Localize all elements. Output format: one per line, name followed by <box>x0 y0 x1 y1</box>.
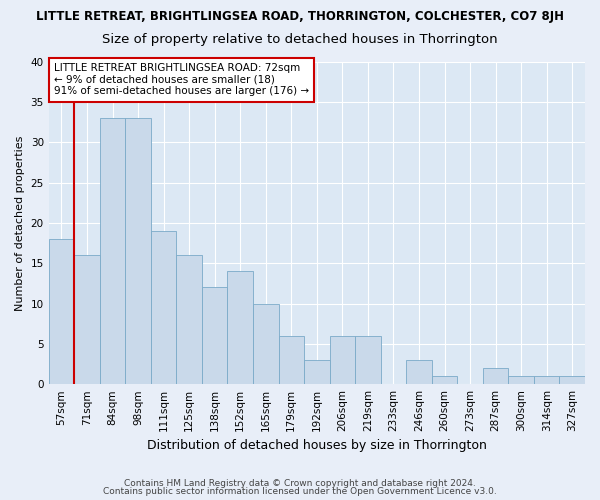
Text: LITTLE RETREAT, BRIGHTLINGSEA ROAD, THORRINGTON, COLCHESTER, CO7 8JH: LITTLE RETREAT, BRIGHTLINGSEA ROAD, THOR… <box>36 10 564 23</box>
Bar <box>534 376 559 384</box>
Bar <box>227 271 253 384</box>
Text: LITTLE RETREAT BRIGHTLINGSEA ROAD: 72sqm
← 9% of detached houses are smaller (18: LITTLE RETREAT BRIGHTLINGSEA ROAD: 72sqm… <box>54 63 309 96</box>
Bar <box>151 231 176 384</box>
Bar <box>278 336 304 384</box>
Bar <box>483 368 508 384</box>
Bar <box>125 118 151 384</box>
Text: Contains public sector information licensed under the Open Government Licence v3: Contains public sector information licen… <box>103 487 497 496</box>
Bar <box>406 360 432 384</box>
Bar <box>355 336 380 384</box>
Bar <box>176 255 202 384</box>
Bar <box>202 288 227 384</box>
Bar <box>329 336 355 384</box>
Y-axis label: Number of detached properties: Number of detached properties <box>15 135 25 310</box>
Bar <box>508 376 534 384</box>
Bar <box>49 239 74 384</box>
Bar <box>304 360 329 384</box>
Bar <box>432 376 457 384</box>
Bar <box>74 255 100 384</box>
Bar <box>253 304 278 384</box>
Text: Size of property relative to detached houses in Thorrington: Size of property relative to detached ho… <box>102 32 498 46</box>
Bar <box>100 118 125 384</box>
Bar <box>559 376 585 384</box>
Text: Contains HM Land Registry data © Crown copyright and database right 2024.: Contains HM Land Registry data © Crown c… <box>124 478 476 488</box>
X-axis label: Distribution of detached houses by size in Thorrington: Distribution of detached houses by size … <box>147 440 487 452</box>
